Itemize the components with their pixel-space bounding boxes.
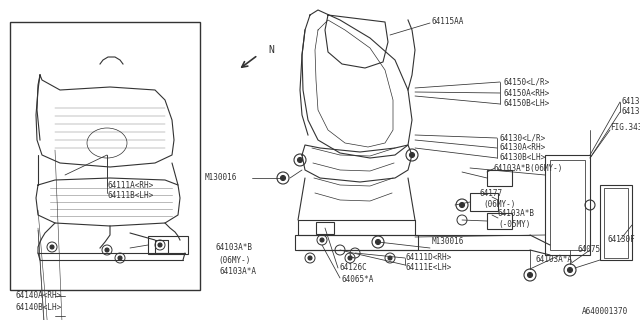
Bar <box>487 213 512 229</box>
Text: 64115AA: 64115AA <box>432 18 465 27</box>
Text: 64103A*B: 64103A*B <box>497 209 534 218</box>
Text: (06MY-): (06MY-) <box>218 255 250 265</box>
Bar <box>316 222 334 234</box>
Bar <box>550 160 585 250</box>
Bar <box>604 188 628 258</box>
Circle shape <box>308 256 312 260</box>
Text: 64130A<RH>: 64130A<RH> <box>499 143 545 153</box>
Text: 64075: 64075 <box>577 245 600 254</box>
Bar <box>148 236 188 254</box>
Text: 64130F: 64130F <box>607 236 635 244</box>
Text: 64140A<RH>: 64140A<RH> <box>15 291 61 300</box>
Text: FIG.343: FIG.343 <box>610 124 640 132</box>
Circle shape <box>568 268 573 273</box>
Circle shape <box>320 238 324 242</box>
Circle shape <box>348 256 352 260</box>
Text: (-05MY): (-05MY) <box>498 220 531 229</box>
Text: 64111D<RH>: 64111D<RH> <box>406 252 452 261</box>
Text: 64065*A: 64065*A <box>341 276 373 284</box>
Bar <box>295 235 418 250</box>
Text: N: N <box>268 45 274 55</box>
Text: 64177: 64177 <box>480 188 503 197</box>
Text: M130016: M130016 <box>432 237 465 246</box>
Text: A640001370: A640001370 <box>582 308 628 316</box>
Text: 64126C: 64126C <box>339 263 367 273</box>
Text: 64103A*B: 64103A*B <box>215 244 252 252</box>
Circle shape <box>50 245 54 249</box>
Text: M130016: M130016 <box>205 173 237 182</box>
Bar <box>10 22 200 290</box>
Text: 64150<L/R>: 64150<L/R> <box>503 77 549 86</box>
Circle shape <box>376 239 381 244</box>
Bar <box>600 185 632 260</box>
Circle shape <box>298 157 303 163</box>
Bar <box>487 170 512 186</box>
Text: 64130<L/R>: 64130<L/R> <box>499 133 545 142</box>
Circle shape <box>118 256 122 260</box>
Circle shape <box>105 248 109 252</box>
Circle shape <box>388 256 392 260</box>
Circle shape <box>460 203 465 207</box>
Text: 64150A<RH>: 64150A<RH> <box>503 89 549 98</box>
Text: 64103A*A: 64103A*A <box>535 255 572 265</box>
Text: (06MY-): (06MY-) <box>483 201 515 210</box>
Text: 64103A*B(06MY-): 64103A*B(06MY-) <box>493 164 563 172</box>
Text: 64111A<RH>: 64111A<RH> <box>108 181 154 190</box>
Text: 64111E<LH>: 64111E<LH> <box>406 262 452 271</box>
Circle shape <box>280 175 285 180</box>
Text: 64140B<LH>: 64140B<LH> <box>15 303 61 313</box>
Text: 64130B<LH>: 64130B<LH> <box>499 154 545 163</box>
Circle shape <box>527 273 532 277</box>
Text: 64130EB<LH>: 64130EB<LH> <box>622 108 640 116</box>
Text: 64130EA<RH>: 64130EA<RH> <box>622 98 640 107</box>
Bar <box>470 193 498 211</box>
Bar <box>545 155 590 255</box>
Text: 64111B<LH>: 64111B<LH> <box>108 191 154 201</box>
Circle shape <box>158 243 162 247</box>
Text: 64150B<LH>: 64150B<LH> <box>503 100 549 108</box>
Circle shape <box>410 153 415 157</box>
Text: 64103A*A: 64103A*A <box>220 268 257 276</box>
